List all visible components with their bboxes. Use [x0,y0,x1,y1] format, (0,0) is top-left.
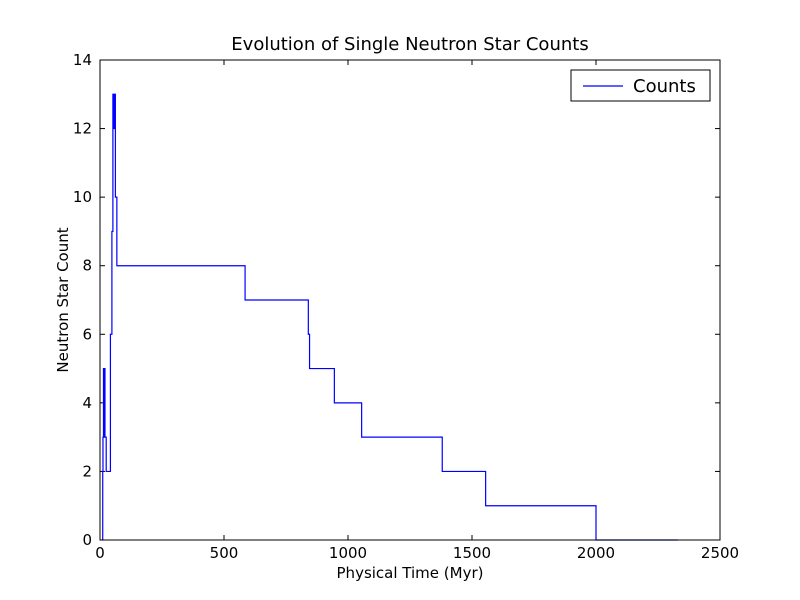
chart-title: Evolution of Single Neutron Star Counts [231,34,588,55]
x-axis-label: Physical Time (Myr) [337,564,484,582]
x-tick-label: 1500 [453,544,491,562]
y-tick-label: 12 [73,120,92,138]
y-tick-label: 8 [82,257,92,275]
y-tick-label: 10 [73,188,92,206]
x-tick-label: 2500 [701,544,739,562]
legend: Counts [570,69,711,102]
series-line-counts [102,93,678,541]
y-tick-label: 4 [82,394,92,412]
legend-label-counts: Counts [633,76,696,97]
y-tick-label: 2 [82,462,92,480]
x-tick-label: 2000 [577,544,615,562]
y-axis-label: Neutron Star Count [54,227,72,372]
axis-ticks: 0 500 1000 1500 2000 2500 0 2 4 6 8 10 12 14 [73,51,739,562]
x-tick-label: 0 [95,544,105,562]
x-tick-label: 500 [210,544,239,562]
series-layer [102,93,678,541]
x-tick-label: 1000 [329,544,367,562]
y-tick-label: 6 [82,325,92,343]
y-tick-label: 0 [82,531,92,549]
plot-area-frame [99,59,721,541]
y-tick-label: 14 [73,51,92,69]
